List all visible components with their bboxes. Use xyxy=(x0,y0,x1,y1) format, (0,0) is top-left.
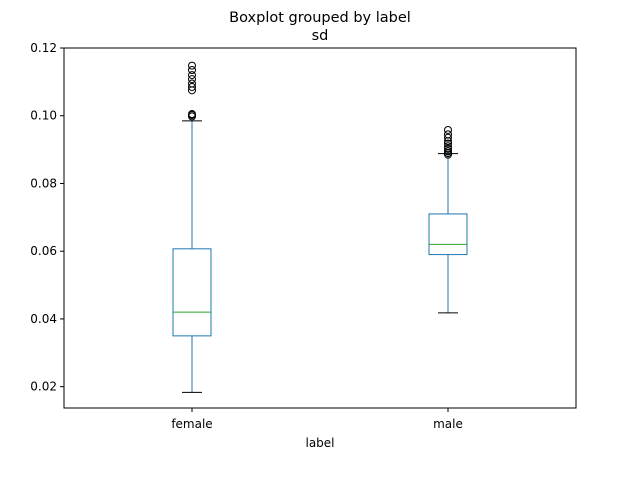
y-tick-label: 0.04 xyxy=(30,312,57,326)
y-tick-label: 0.02 xyxy=(30,380,57,394)
iqr-box xyxy=(172,248,212,337)
axes-frame xyxy=(63,47,577,409)
outlier-point xyxy=(444,144,452,153)
iqr-box xyxy=(428,213,468,256)
x-axis-label: label xyxy=(305,436,334,450)
outlier-point xyxy=(444,147,452,156)
chart-title: sd xyxy=(312,28,329,44)
outlier-point xyxy=(444,142,452,151)
box-group-female xyxy=(172,61,212,393)
outlier-point xyxy=(444,130,452,139)
y-tick-label: 0.08 xyxy=(30,176,57,190)
plot-area xyxy=(172,61,468,393)
outlier-point xyxy=(188,110,196,119)
x-tick-label-female: female xyxy=(171,417,212,431)
box-group-male xyxy=(428,125,468,314)
outlier-point xyxy=(188,66,196,75)
y-axis: 0.02 0.04 0.06 0.08 0.10 0.12 xyxy=(30,41,64,394)
outlier-point xyxy=(188,79,196,88)
outlier-point xyxy=(444,139,452,148)
outlier-point xyxy=(188,75,196,84)
x-axis: female male xyxy=(171,408,463,431)
x-tick-label-male: male xyxy=(433,417,463,431)
outlier-point xyxy=(188,82,196,91)
outlier-point xyxy=(188,71,196,80)
y-tick-label: 0.06 xyxy=(30,244,57,258)
chart-suptitle: Boxplot grouped by label xyxy=(229,10,411,26)
y-tick-label: 0.12 xyxy=(30,41,57,55)
y-tick-label: 0.10 xyxy=(30,109,57,123)
outlier-point xyxy=(444,133,452,142)
outlier-point xyxy=(188,61,196,70)
outlier-point xyxy=(444,125,452,134)
